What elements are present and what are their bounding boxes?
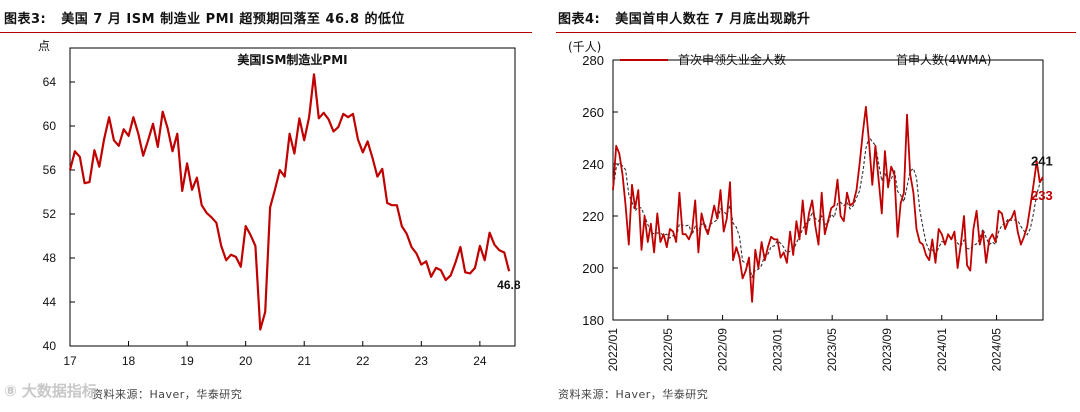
left-y-tick-label: 52	[43, 207, 57, 221]
left-x-tick-label: 17	[63, 354, 77, 368]
left-y-tick-label: 48	[43, 251, 57, 265]
right-chart-panel: 图表4: 美国首申人数在 7 月底出现跳升 180 200 220 240 260 280…	[540, 0, 1080, 412]
left-x-tick-label: 19	[180, 354, 194, 368]
watermark-logo: ⑧ 大数据指标	[4, 382, 97, 400]
left-x-tick-label: 22	[356, 354, 370, 368]
right-x-tick-label: 2024/05	[990, 328, 1004, 372]
pmi-series-line	[68, 73, 511, 331]
right-y-tick-label: 180	[582, 313, 604, 328]
right-source: 资料来源：Haver，华泰研究	[558, 388, 709, 401]
right-plot-frame	[612, 59, 1044, 321]
left-x-tick-label: 20	[239, 354, 253, 368]
pmi-last-value-label: 46.8	[497, 278, 521, 292]
pmi-line-chart: 40 44 48 52 56 60 64 17 18 19 20 21 22 23 24 点美国ISM制造业P…	[38, 39, 521, 368]
claims-weekly-line	[612, 105, 1044, 303]
right-x-tick-label: 2022/01	[606, 328, 620, 372]
left-chart-title: 美国ISM制造业PMI	[237, 52, 347, 67]
left-x-tick-label: 24	[473, 354, 487, 368]
left-y-tick-label: 56	[43, 163, 57, 177]
right-x-tick-label: 2023/05	[825, 328, 839, 372]
left-title-rule	[0, 32, 532, 33]
claims-4wma-line	[612, 135, 1044, 279]
left-title-prefix: 图表3:	[4, 12, 47, 27]
right-y-tick-label: 200	[582, 261, 604, 276]
left-source: 资料来源：Haver，华泰研究	[92, 388, 243, 401]
right-y-tick-label: 280	[582, 53, 604, 68]
right-x-tick-label: 2023/09	[880, 328, 894, 372]
claims-weekly-last-label: 233	[1031, 188, 1053, 203]
right-title-rule	[556, 32, 1076, 33]
legend-label-4wma: 首申人数(4WMA)	[896, 52, 991, 67]
right-y-axis-label: (千人)	[568, 40, 601, 54]
left-y-tick-label: 40	[43, 339, 57, 353]
right-x-tick-label: 2023/01	[770, 328, 784, 372]
left-y-tick-label: 60	[43, 119, 57, 133]
right-panel-title: 图表4: 美国首申人数在 7 月底出现跳升	[558, 8, 810, 27]
left-y-tick-label: 64	[43, 75, 57, 89]
left-x-tick-label: 23	[415, 354, 429, 368]
claims-4wma-last-label: 241	[1031, 153, 1053, 168]
right-x-tick-label: 2022/09	[716, 328, 730, 372]
right-x-tick-label: 2022/05	[661, 328, 675, 372]
legend-label-weekly: 首次申领失业金人数	[678, 52, 786, 67]
jobless-claims-line-chart: 180 200 220 240 260 280(千人) 2022/01 2022/05 2022…	[568, 40, 1053, 372]
right-x-tick-label: 2024/01	[935, 328, 949, 372]
left-x-tick-label: 21	[298, 354, 312, 368]
left-y-tick-label: 44	[43, 295, 57, 309]
left-plot-frame	[69, 47, 516, 347]
right-y-tick-label: 260	[582, 105, 604, 120]
right-title-prefix: 图表4:	[558, 12, 601, 27]
left-chart-panel: 图表3: 美国 7 月 ISM 制造业 PMI 超预期回落至 46.8 的低位 …	[0, 8, 532, 401]
left-title-text: 美国 7 月 ISM 制造业 PMI 超预期回落至 46.8 的低位	[61, 12, 406, 27]
left-x-tick-label: 18	[122, 354, 136, 368]
right-y-tick-label: 220	[582, 209, 604, 224]
left-panel-title: 图表3: 美国 7 月 ISM 制造业 PMI 超预期回落至 46.8 的低位	[4, 8, 405, 27]
right-title-text: 美国首申人数在 7 月底出现跳升	[615, 12, 811, 27]
right-y-tick-label: 240	[582, 157, 604, 172]
left-y-axis-label: 点	[38, 39, 50, 53]
